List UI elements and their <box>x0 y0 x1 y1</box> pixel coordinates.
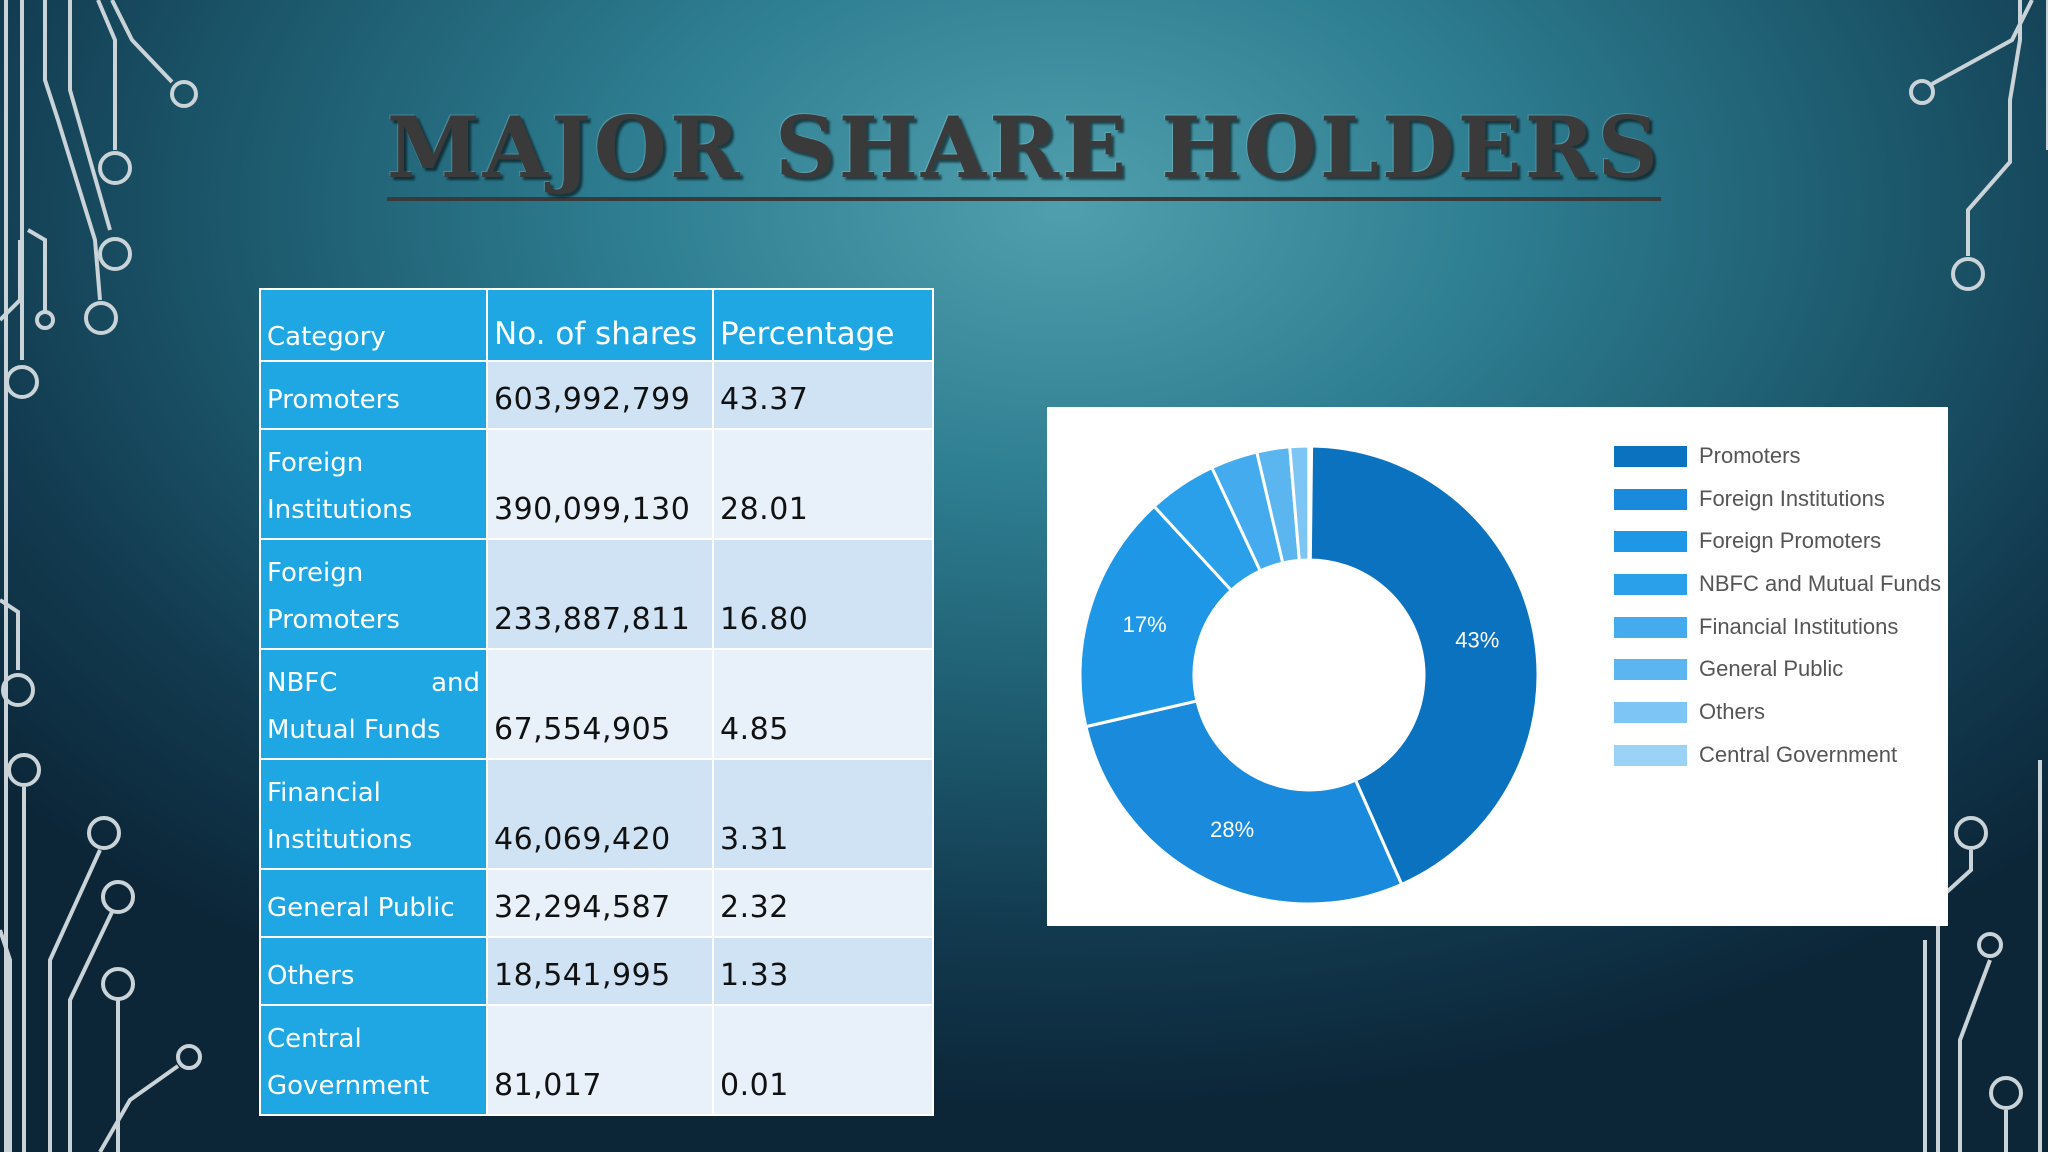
legend-label: Financial Institutions <box>1699 613 1899 639</box>
table-row: Foreign Institutions 390,099,130 28.01 <box>259 428 934 540</box>
legend-item: Promoters <box>1614 445 1948 488</box>
row-category: Promoters <box>259 360 488 430</box>
legend-label: Promoters <box>1699 443 1801 468</box>
row-category: NBFC and Mutual Funds <box>259 648 488 760</box>
category-line: Government <box>267 1071 430 1101</box>
chart-legend: Promoters Foreign Institutions Foreign Pro… <box>1614 445 1948 787</box>
donut-slice-central-government <box>1307 444 1314 562</box>
donut-slice-promoters <box>1307 444 1540 887</box>
legend-label: NBFC and Mutual Funds <box>1699 571 1942 597</box>
table-row: Foreign Promoters 233,887,811 16.80 <box>259 538 934 650</box>
row-shares: 18,541,995 <box>486 936 714 1006</box>
category-line: Mutual Funds <box>267 715 441 745</box>
legend-swatch <box>1614 446 1687 467</box>
legend-swatch <box>1614 616 1687 638</box>
legend-item: Foreign Promoters <box>1614 530 1948 573</box>
legend-item: Others <box>1614 701 1948 744</box>
donut-chart: 43% 28% 17% Promoters Foreign Institutions F… <box>1047 407 1948 926</box>
table-row: General Public 32,294,587 2.32 <box>259 868 934 938</box>
legend-swatch <box>1614 744 1687 766</box>
table-row: Central Government 81,017 0.01 <box>259 1004 934 1116</box>
donut-data-label: 17% <box>1123 612 1167 637</box>
row-category: General Public <box>259 868 488 938</box>
row-percentage: 4.85 <box>712 648 934 760</box>
row-shares: 32,294,587 <box>486 868 714 938</box>
row-percentage: 16.80 <box>712 538 934 650</box>
slide-title-text: MAJOR SHARE HOLDERS <box>386 98 1662 201</box>
header-shares: No. of shares <box>486 288 714 362</box>
category-line: NBFC and <box>267 668 480 698</box>
header-category: Category <box>259 288 488 362</box>
header-percentage: Percentage <box>712 288 934 362</box>
legend-label: Foreign Promoters <box>1699 528 1882 554</box>
legend-swatch <box>1614 488 1687 510</box>
legend-swatch <box>1614 659 1687 681</box>
category-line: Promoters <box>267 605 400 635</box>
row-shares: 233,887,811 <box>486 538 714 650</box>
table-row: NBFC and Mutual Funds 67,554,905 4.85 <box>259 648 934 760</box>
donut-slice-foreign-promoters <box>1078 504 1234 729</box>
legend-label: General Public <box>1699 656 1844 682</box>
row-percentage: 2.32 <box>712 868 934 938</box>
row-shares: 603,992,799 <box>486 360 714 430</box>
donut-slice-foreign-institutions <box>1084 699 1404 906</box>
row-shares: 67,554,905 <box>486 648 714 760</box>
legend-label: Central Government <box>1699 741 1898 767</box>
category-line: Foreign <box>267 448 364 478</box>
row-category: Foreign Institutions <box>259 428 488 540</box>
row-percentage: 0.01 <box>712 1004 934 1116</box>
donut-data-label: 43% <box>1455 627 1499 652</box>
donut-data-label: 28% <box>1210 817 1254 842</box>
legend-label: Others <box>1699 699 1766 725</box>
legend-item: Central Government <box>1614 741 1948 787</box>
legend-label: Foreign Institutions <box>1699 485 1885 511</box>
row-category: Central Government <box>259 1004 488 1116</box>
row-shares: 46,069,420 <box>486 758 714 870</box>
row-shares: 390,099,130 <box>486 428 714 540</box>
row-category: Others <box>259 936 488 1006</box>
row-percentage: 28.01 <box>712 428 934 540</box>
legend-item: General Public <box>1614 658 1948 701</box>
legend-item: Foreign Institutions <box>1614 485 1948 531</box>
donut-chart-plot: 43% 28% 17% <box>1078 444 1540 906</box>
legend-swatch <box>1614 531 1687 553</box>
category-line: Promoters <box>267 385 400 415</box>
table-header-row: Category No. of shares Percentage <box>259 288 934 362</box>
table-row: Others 18,541,995 1.33 <box>259 936 934 1006</box>
category-line: General Public <box>267 893 455 923</box>
table-row: Promoters 603,992,799 43.37 <box>259 360 934 430</box>
table-row: Financial Institutions 46,069,420 3.31 <box>259 758 934 870</box>
slide-title: MAJOR SHARE HOLDERS <box>0 98 2048 201</box>
category-line: Institutions <box>267 825 413 855</box>
row-percentage: 43.37 <box>712 360 934 430</box>
category-line: Central <box>267 1024 362 1054</box>
row-category: Financial Institutions <box>259 758 488 870</box>
category-line: Foreign <box>267 558 364 588</box>
row-percentage: 1.33 <box>712 936 934 1006</box>
category-line: Others <box>267 961 355 991</box>
category-line: Institutions <box>267 495 413 525</box>
legend-swatch <box>1614 702 1687 724</box>
share-holders-table: Category No. of shares Percentage Promot… <box>259 288 934 1116</box>
legend-swatch <box>1614 574 1687 596</box>
row-shares: 81,017 <box>486 1004 714 1116</box>
row-category: Foreign Promoters <box>259 538 488 650</box>
category-line: Financial <box>267 778 381 808</box>
legend-item: NBFC and Mutual Funds <box>1614 573 1948 616</box>
row-percentage: 3.31 <box>712 758 934 870</box>
legend-item: Financial Institutions <box>1614 613 1948 659</box>
